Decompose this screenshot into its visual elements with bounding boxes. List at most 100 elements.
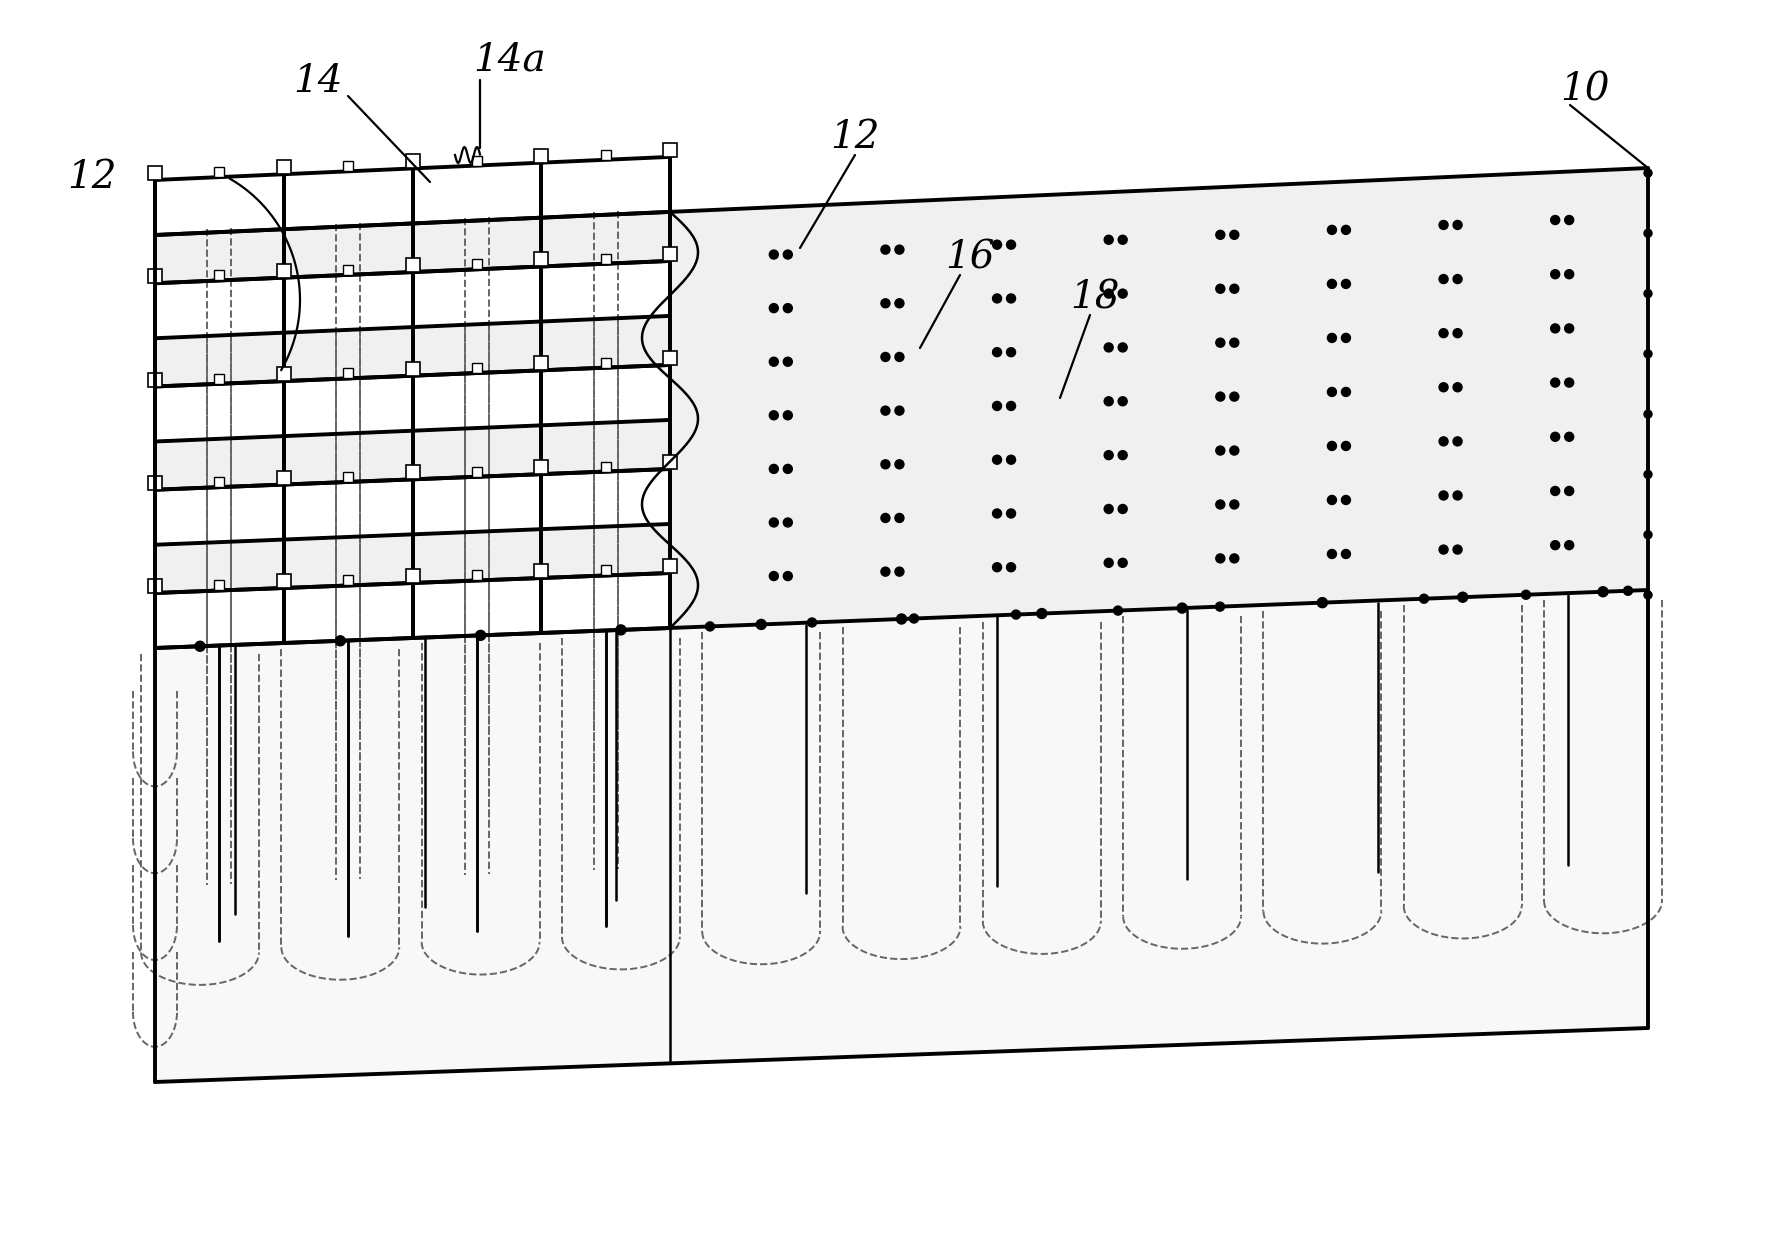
Circle shape	[195, 642, 204, 652]
Circle shape	[1342, 442, 1351, 450]
Circle shape	[1454, 491, 1463, 500]
Circle shape	[808, 618, 816, 627]
Circle shape	[1342, 550, 1351, 558]
Polygon shape	[664, 247, 676, 261]
Circle shape	[783, 572, 792, 581]
Circle shape	[1342, 226, 1351, 235]
Circle shape	[335, 635, 346, 645]
Circle shape	[1440, 437, 1448, 446]
Text: 12: 12	[67, 160, 117, 196]
Circle shape	[1113, 606, 1122, 616]
Polygon shape	[472, 364, 481, 374]
Circle shape	[1104, 505, 1113, 514]
Circle shape	[1644, 591, 1653, 599]
Polygon shape	[541, 261, 669, 321]
Polygon shape	[534, 149, 548, 163]
Circle shape	[1104, 397, 1113, 406]
Circle shape	[1551, 269, 1560, 279]
Circle shape	[895, 406, 903, 416]
Circle shape	[1457, 592, 1468, 602]
Circle shape	[769, 357, 777, 366]
Circle shape	[1521, 591, 1530, 599]
Circle shape	[1006, 455, 1015, 464]
Polygon shape	[472, 467, 481, 477]
Circle shape	[1440, 545, 1448, 553]
Circle shape	[1104, 450, 1113, 459]
Circle shape	[1317, 598, 1326, 607]
Circle shape	[476, 630, 486, 640]
Polygon shape	[343, 264, 353, 274]
Circle shape	[1006, 401, 1015, 411]
Circle shape	[992, 401, 1001, 411]
Circle shape	[1216, 446, 1225, 455]
Circle shape	[992, 455, 1001, 464]
Circle shape	[1440, 329, 1448, 338]
Circle shape	[1566, 486, 1574, 495]
Polygon shape	[277, 160, 291, 174]
Circle shape	[756, 619, 767, 629]
Text: 10: 10	[1560, 72, 1610, 108]
Circle shape	[1454, 274, 1463, 283]
Circle shape	[1118, 450, 1127, 459]
Polygon shape	[343, 576, 353, 586]
Polygon shape	[284, 479, 412, 540]
Circle shape	[1118, 558, 1127, 567]
Polygon shape	[154, 589, 1647, 1082]
Polygon shape	[277, 470, 291, 484]
Circle shape	[1006, 241, 1015, 249]
Circle shape	[1644, 531, 1653, 539]
Circle shape	[1230, 500, 1239, 509]
Text: 12: 12	[831, 119, 880, 156]
Polygon shape	[284, 376, 412, 436]
Polygon shape	[277, 575, 291, 588]
Circle shape	[880, 299, 889, 308]
Circle shape	[1216, 231, 1225, 240]
Circle shape	[1551, 379, 1560, 387]
Circle shape	[1104, 343, 1113, 352]
Circle shape	[769, 464, 777, 473]
Polygon shape	[600, 357, 611, 367]
Polygon shape	[412, 370, 541, 431]
Polygon shape	[215, 374, 224, 383]
Circle shape	[1328, 226, 1337, 235]
Circle shape	[1118, 343, 1127, 352]
Circle shape	[1104, 289, 1113, 298]
Circle shape	[1342, 495, 1351, 505]
Circle shape	[1342, 334, 1351, 343]
Polygon shape	[154, 168, 1647, 648]
Circle shape	[895, 460, 903, 469]
Circle shape	[1454, 545, 1463, 553]
Circle shape	[880, 514, 889, 522]
Circle shape	[783, 464, 792, 473]
Circle shape	[992, 347, 1001, 356]
Circle shape	[1230, 231, 1239, 240]
Circle shape	[992, 509, 1001, 517]
Polygon shape	[215, 168, 224, 177]
Circle shape	[1216, 602, 1225, 611]
Text: 14a: 14a	[474, 41, 547, 78]
Circle shape	[1624, 586, 1633, 596]
Circle shape	[895, 352, 903, 361]
Circle shape	[1644, 410, 1653, 418]
Circle shape	[769, 411, 777, 419]
Polygon shape	[405, 361, 419, 376]
Circle shape	[1230, 446, 1239, 455]
Text: 14: 14	[293, 63, 343, 101]
Circle shape	[1598, 587, 1608, 597]
Circle shape	[1012, 611, 1021, 619]
Polygon shape	[541, 573, 669, 633]
Circle shape	[1230, 553, 1239, 563]
Circle shape	[1566, 269, 1574, 279]
Circle shape	[1328, 550, 1337, 558]
Circle shape	[1644, 230, 1653, 237]
Circle shape	[1104, 558, 1113, 567]
Polygon shape	[215, 581, 224, 591]
Circle shape	[880, 246, 889, 254]
Circle shape	[1230, 339, 1239, 347]
Polygon shape	[277, 367, 291, 381]
Polygon shape	[600, 566, 611, 576]
Circle shape	[1037, 608, 1047, 618]
Polygon shape	[405, 465, 419, 479]
Circle shape	[880, 406, 889, 416]
Circle shape	[1216, 500, 1225, 509]
